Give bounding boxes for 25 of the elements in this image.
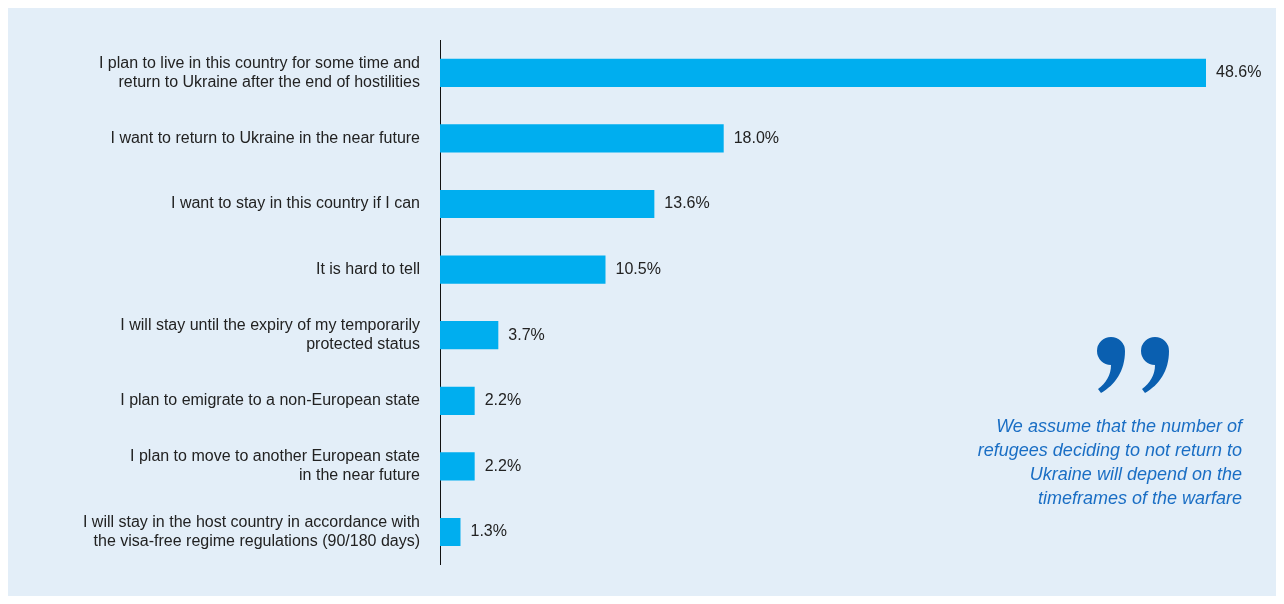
data-label: 1.3% <box>470 522 507 540</box>
y-tick-label: I want to return to Ukraine in the near future <box>110 128 421 146</box>
data-label: 3.7% <box>508 325 545 343</box>
y-tick-label: I want to stay in this country if I can <box>171 194 420 212</box>
bar <box>440 321 499 350</box>
y-tick-label: I will stay until the expiry of my temporarily protected status <box>120 316 420 353</box>
data-label: 2.2% <box>484 456 522 474</box>
bar <box>440 124 724 153</box>
data-label: 13.6% <box>664 194 710 212</box>
y-tick-label: I plan to move to another European state in the near future <box>130 447 421 484</box>
bar <box>440 452 475 481</box>
y-tick-label: It is hard to tell <box>315 260 420 278</box>
bar <box>440 517 461 547</box>
bar <box>440 189 655 219</box>
y-tick-label: I will stay in the host country in accordance with the visa-free regime regulations (90/180 days) <box>82 512 420 550</box>
data-label: 10.5% <box>615 260 661 278</box>
data-label: 48.6% <box>1216 63 1262 81</box>
y-tick-label: I plan to emigrate to a non-European state <box>120 391 421 409</box>
annotation: We assume that the number of refugees deciding to not return to Ukraine will depend on the timeframes of the warfare <box>976 415 1242 510</box>
bar <box>440 386 475 415</box>
data-label: 2.2% <box>484 391 522 409</box>
y-tick-label: I plan to live in this country for some time and return to Ukraine after the end of hostilities <box>98 53 420 90</box>
data-label: 18.0% <box>733 128 780 146</box>
bar <box>440 255 606 284</box>
bar <box>440 58 1206 87</box>
